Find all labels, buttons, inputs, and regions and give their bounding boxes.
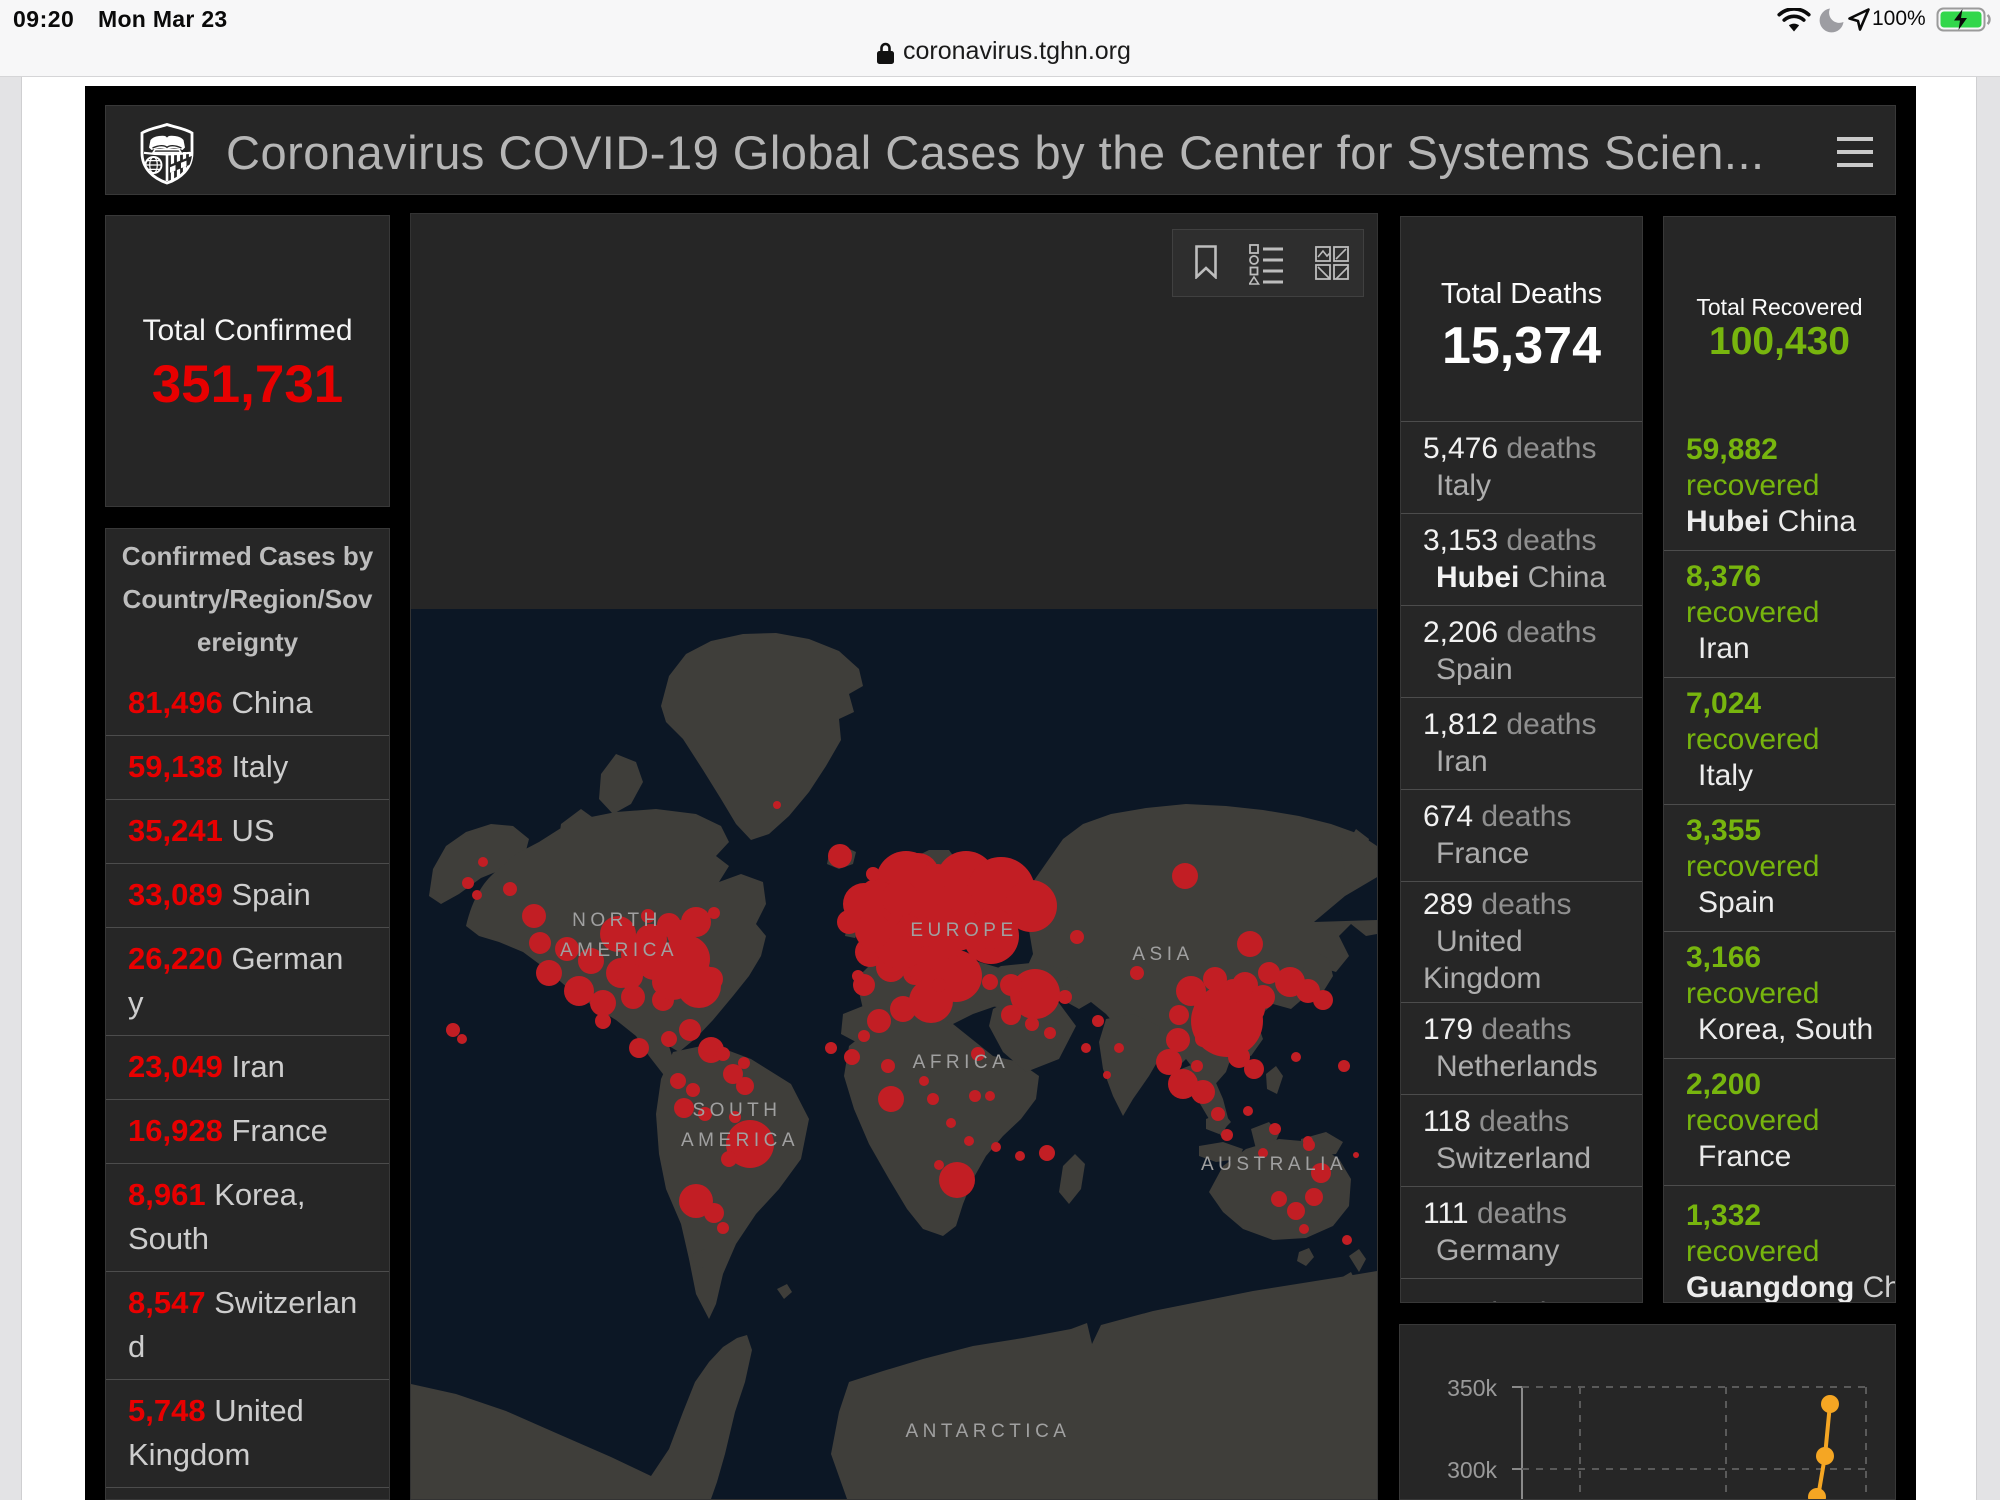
svg-text:ASIA: ASIA: [1132, 944, 1193, 965]
svg-text:AUSTRALIA: AUSTRALIA: [1201, 1154, 1347, 1175]
svg-text:350k: 350k: [1447, 1375, 1497, 1401]
svg-text:AMERICA: AMERICA: [560, 940, 678, 961]
svg-text:AMERICA: AMERICA: [681, 1130, 799, 1151]
svg-text:EUROPE: EUROPE: [910, 920, 1017, 941]
svg-text:ANTARCTICA: ANTARCTICA: [906, 1421, 1071, 1442]
svg-text:AFRICA: AFRICA: [913, 1052, 1010, 1073]
svg-text:NORTH: NORTH: [572, 910, 662, 931]
svg-text:300k: 300k: [1447, 1457, 1497, 1483]
svg-text:SOUTH: SOUTH: [693, 1100, 782, 1121]
